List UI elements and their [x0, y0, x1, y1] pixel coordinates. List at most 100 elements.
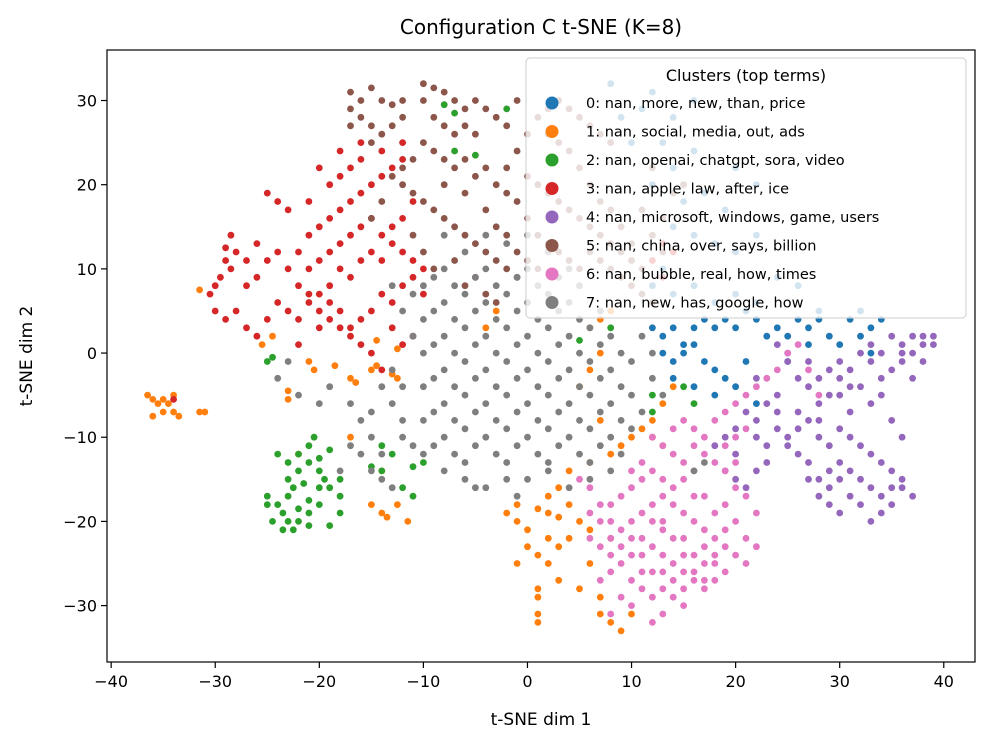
data-point	[565, 366, 573, 374]
data-point	[888, 467, 896, 475]
data-point	[503, 358, 511, 365]
y-tick-label: 20	[77, 176, 97, 195]
data-point	[165, 400, 172, 407]
data-point	[877, 391, 885, 399]
data-point	[690, 383, 698, 391]
data-point	[815, 391, 823, 399]
data-point	[368, 467, 375, 475]
data-point	[404, 518, 412, 525]
data-point	[784, 442, 792, 450]
data-point	[846, 408, 854, 416]
data-point	[867, 349, 875, 357]
data-point	[659, 492, 667, 500]
data-point	[461, 358, 469, 365]
data-point	[373, 337, 380, 344]
plot-frame	[106, 49, 976, 663]
data-point	[617, 560, 625, 567]
data-point	[649, 349, 656, 357]
data-point	[274, 248, 282, 256]
data-point	[846, 492, 854, 500]
data-point	[284, 358, 292, 365]
data-point	[305, 459, 313, 466]
x-tick-label: 40	[934, 672, 954, 691]
data-point	[794, 374, 802, 382]
data-point	[513, 518, 521, 525]
data-point	[482, 231, 490, 239]
data-point	[461, 425, 469, 433]
points-layer	[144, 80, 937, 635]
data-point	[326, 383, 334, 391]
data-point	[701, 526, 708, 534]
data-point	[222, 257, 230, 264]
legend-entry-label: 0: nan, more, new, than, price	[586, 96, 806, 112]
data-point	[357, 189, 365, 197]
data-point	[196, 286, 204, 294]
data-point	[711, 391, 719, 399]
data-point	[867, 484, 875, 492]
data-point	[461, 282, 469, 290]
data-point	[565, 332, 573, 340]
data-point	[378, 475, 386, 483]
data-point	[274, 198, 282, 205]
data-point	[628, 518, 635, 525]
data-point	[742, 425, 750, 433]
data-point	[763, 332, 771, 340]
data-point	[399, 181, 406, 189]
data-point	[586, 560, 594, 567]
data-point	[805, 358, 812, 365]
data-point	[721, 501, 729, 508]
data-point	[628, 551, 635, 559]
series-6	[576, 341, 823, 626]
data-point	[534, 417, 542, 424]
data-point	[669, 560, 677, 567]
data-point	[690, 425, 698, 433]
data-point	[206, 290, 214, 298]
data-point	[420, 80, 427, 88]
data-point	[721, 543, 729, 551]
data-point	[576, 383, 583, 391]
data-point	[227, 231, 235, 239]
data-point	[846, 467, 854, 475]
data-point	[388, 400, 396, 407]
data-point	[388, 282, 396, 290]
data-point	[399, 113, 406, 121]
legend-entry-label: 4: nan, microsoft, windows, game, users	[586, 210, 879, 226]
data-point	[347, 332, 354, 340]
data-point	[503, 265, 511, 273]
data-point	[638, 475, 646, 483]
data-point	[732, 383, 739, 391]
data-point	[732, 400, 739, 407]
data-point	[628, 467, 635, 475]
data-point	[596, 593, 604, 601]
data-point	[378, 509, 386, 517]
data-point	[773, 341, 781, 348]
data-point	[825, 501, 833, 508]
data-point	[451, 450, 458, 458]
data-point	[909, 374, 916, 382]
data-point	[888, 366, 896, 374]
data-point	[607, 467, 615, 475]
data-point	[649, 501, 656, 508]
data-point	[607, 534, 615, 542]
data-point	[451, 383, 458, 391]
data-point	[440, 215, 448, 222]
data-point	[430, 113, 438, 121]
data-point	[357, 223, 365, 231]
data-point	[867, 341, 875, 348]
data-point	[315, 164, 323, 172]
data-point	[503, 459, 511, 466]
data-point	[472, 130, 479, 138]
legend-entry-label: 2: nan, openai, chatgpt, sora, video	[586, 153, 845, 169]
data-point	[284, 492, 292, 500]
data-point	[420, 139, 427, 147]
data-point	[555, 484, 563, 492]
data-point	[492, 223, 500, 231]
data-point	[336, 206, 344, 214]
data-point	[461, 122, 469, 130]
data-point	[711, 534, 719, 542]
data-point	[409, 156, 417, 163]
data-point	[284, 206, 292, 214]
data-point	[669, 374, 677, 382]
data-point	[357, 156, 365, 163]
data-point	[909, 349, 916, 357]
